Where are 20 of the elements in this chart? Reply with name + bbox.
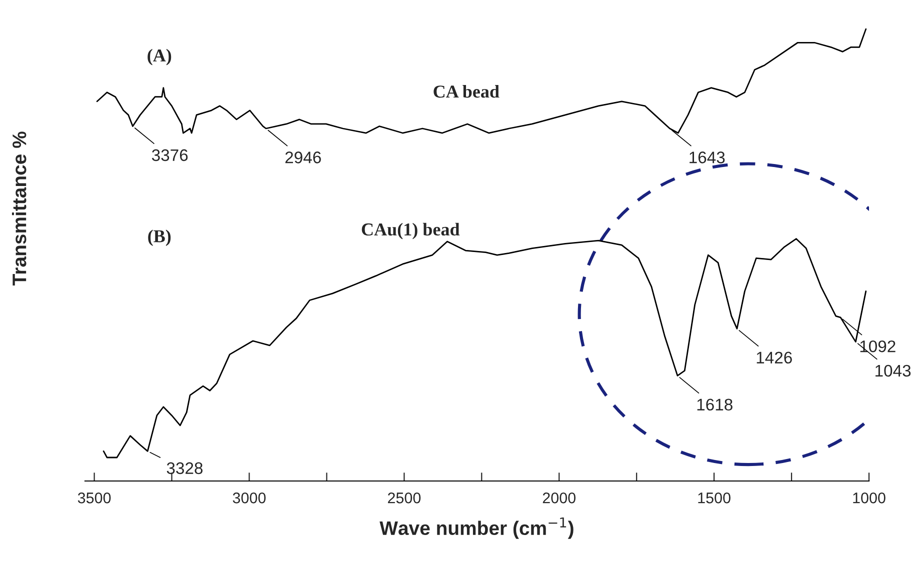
annotation: 1092: [860, 340, 896, 352]
x-tick-label: 3500: [78, 492, 111, 504]
series-label: CA bead: [434, 85, 500, 98]
annotation: (A): [148, 48, 172, 66]
x-tick-label: 1500: [698, 492, 730, 504]
y-axis-title: Transmittance %: [12, 132, 26, 286]
annotation: 3376: [152, 149, 188, 162]
annotation: 3328: [166, 462, 203, 474]
x-tick-label: 2000: [542, 492, 576, 504]
x-tick-label: 2500: [388, 492, 421, 504]
annotation: 1426: [756, 352, 792, 364]
annotation: 1643: [690, 152, 725, 164]
annotation: 1618: [697, 398, 732, 411]
x-tick-label: 1000: [853, 492, 886, 504]
annotation: 1043: [876, 364, 911, 377]
series-label: CAu(1) bead: [362, 222, 460, 240]
annotation: (B): [148, 230, 171, 246]
annotation: 2946: [285, 152, 321, 164]
x-axis-title: Wave number (cm$^{−1}$): [380, 517, 574, 539]
x-tick-label: 3000: [232, 492, 266, 504]
